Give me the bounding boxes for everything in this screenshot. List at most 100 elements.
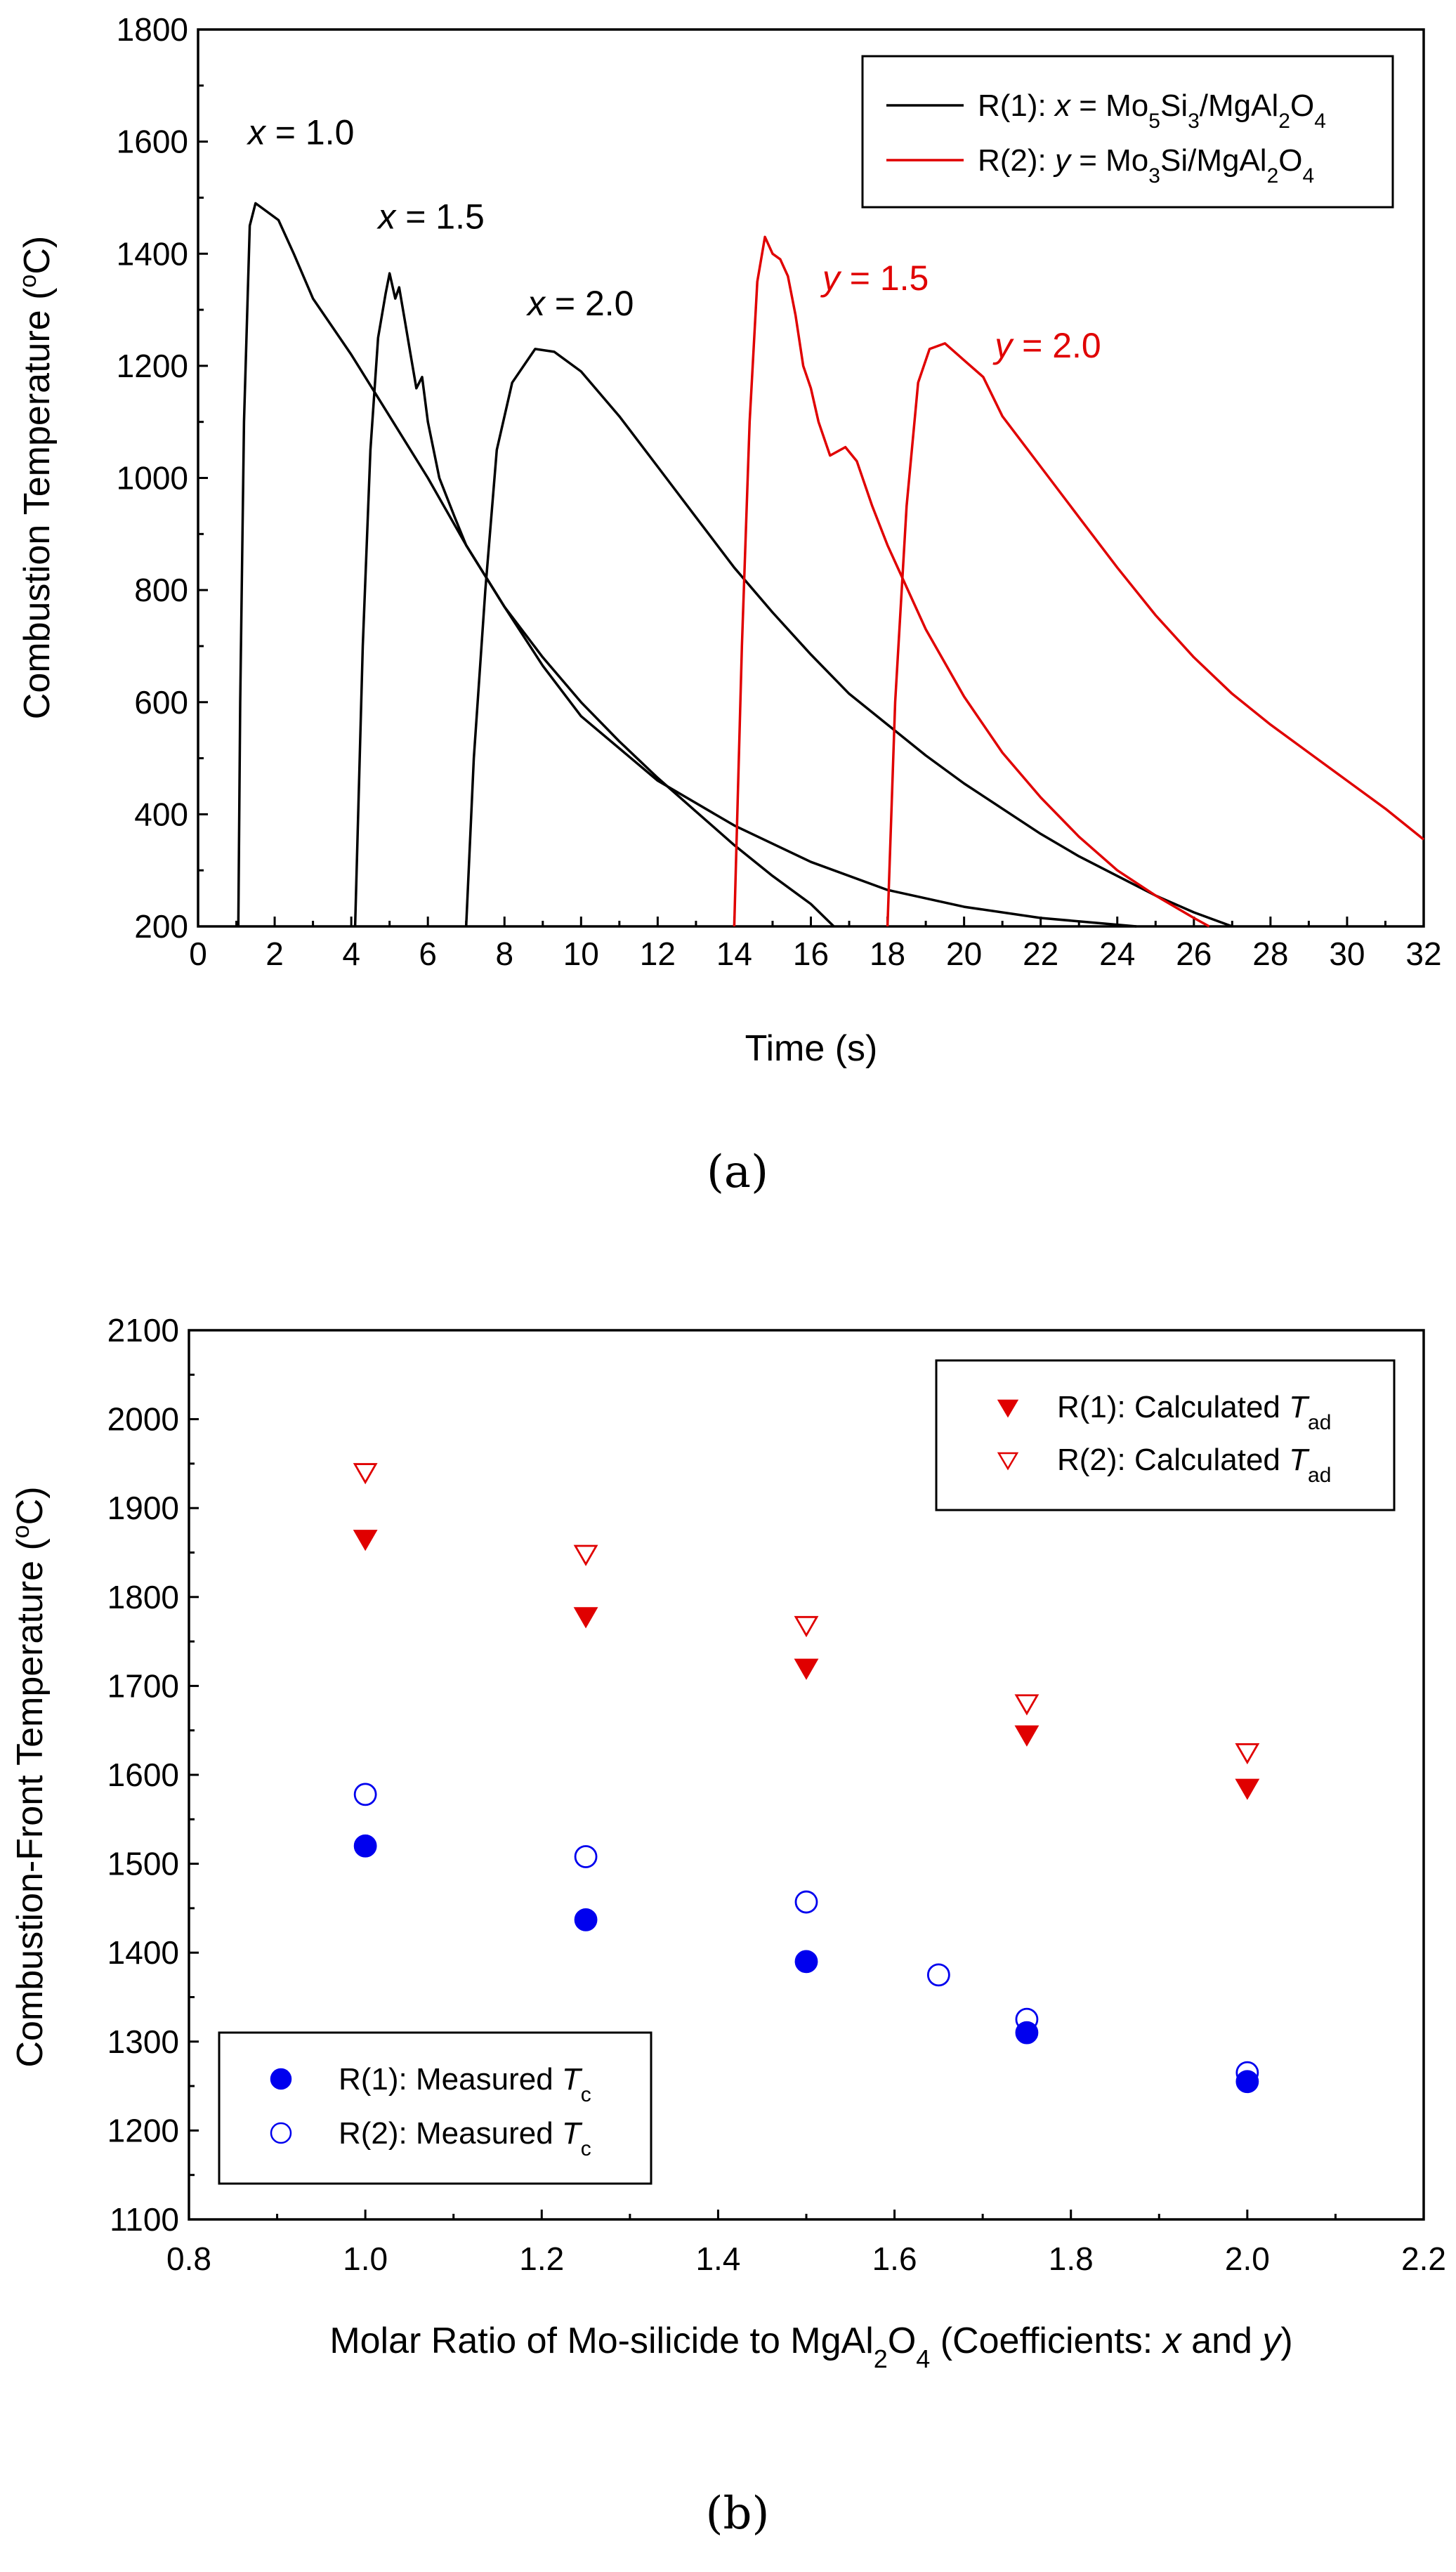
x-tick-label: 1.6 <box>872 2240 917 2277</box>
panel-a-y-axis-label: Combustion Temperature (oC) <box>15 236 58 719</box>
series-line <box>464 348 1233 928</box>
x-tick-label: 28 <box>1252 936 1288 972</box>
panel-a-legend-box <box>861 55 1394 209</box>
y-tick-label: 1900 <box>107 1490 179 1526</box>
y-tick-label: 800 <box>134 572 188 608</box>
x-tick-label: 32 <box>1405 936 1441 972</box>
y-tick-label: 1600 <box>107 1757 179 1793</box>
data-point-triangle <box>573 1544 598 1566</box>
data-point-triangle <box>353 1463 378 1485</box>
series-line <box>886 342 1425 927</box>
data-point-circle <box>794 1890 818 1914</box>
y-tick-label: 1400 <box>107 1934 179 1971</box>
data-point-triangle <box>1235 1743 1260 1765</box>
x-tick-label: 14 <box>716 936 752 972</box>
panel-b-legend-measured: R(1): Measured Tc R(2): Measured Tc <box>218 2031 652 2185</box>
x-tick-label: 2.2 <box>1401 2240 1446 2277</box>
curve-annotation: y = 2.0 <box>992 326 1101 365</box>
y-tick-label: 1200 <box>107 2112 179 2148</box>
panel-b-y-axis: 1100 1200 1300 1400 1500 1600 1700 1800 1900 2000… <box>107 1312 199 2238</box>
y-tick-label: 600 <box>134 684 188 721</box>
panel-b-caption: (b) <box>706 2488 770 2540</box>
panel-b-legend-box-bottom <box>218 2031 652 2185</box>
legend-label-r2: R(2): y = Mo3Si/MgAl2O4 <box>978 143 1314 188</box>
data-point-circle <box>574 1908 598 1931</box>
data-point-circle <box>794 1950 818 1974</box>
y-tick-label: 1400 <box>117 235 188 272</box>
panel-b-legend-calculated: R(1): Calculated Tad R(2): Calculated Ta… <box>935 1359 1396 1511</box>
legend-label-r1-measured: R(1): Measured Tc <box>339 2062 591 2106</box>
panel-a-annotations: x = 1.0 x = 1.5 x = 2.0 y = 1.5 y = 2.0 <box>247 113 1101 365</box>
legend-label-r2-measured: R(2): Measured Tc <box>339 2116 591 2160</box>
data-point-circle <box>926 1963 950 1987</box>
panel-b-points-group <box>353 1463 1260 2094</box>
x-tick-label: 18 <box>870 936 905 972</box>
y-tick-label: 1800 <box>107 1579 179 1615</box>
data-point-circle <box>1235 2070 1259 2094</box>
y-tick-label: 1600 <box>117 124 188 160</box>
x-tick-label: 4 <box>342 936 360 972</box>
x-tick-label: 26 <box>1176 936 1212 972</box>
y-tick-label: 2100 <box>107 1312 179 1349</box>
panel-a-x-axis-label: Time (s) <box>745 1028 878 1069</box>
x-tick-label: 24 <box>1099 936 1135 972</box>
panel-b-y-axis-label: Combustion-Front Temperature (oC) <box>8 1486 51 2067</box>
panel-b-legend-box-top <box>935 1359 1396 1511</box>
y-tick-label: 2000 <box>107 1401 179 1438</box>
data-point-circle <box>353 1783 377 1806</box>
x-tick-label: 0.8 <box>166 2240 211 2277</box>
y-tick-label: 200 <box>134 908 188 945</box>
legend-label-r2-calculated: R(2): Calculated Tad <box>1057 1443 1331 1487</box>
data-point-triangle <box>1014 1725 1039 1747</box>
curve-annotation: x = 1.5 <box>376 197 485 236</box>
curve-annotation: x = 2.0 <box>526 284 634 323</box>
x-tick-label: 6 <box>419 936 437 972</box>
panel-a-caption: (a) <box>707 1146 768 1198</box>
panel-a-x-axis: 0 2 4 6 8 10 12 14 16 18 20 22 24 26 28 30 32 <box>189 917 1442 972</box>
x-tick-label: 30 <box>1329 936 1365 972</box>
x-tick-label: 2.0 <box>1225 2240 1270 2277</box>
legend-marker-r2-measured <box>270 2122 292 2144</box>
y-tick-label: 1800 <box>117 11 188 48</box>
x-tick-label: 2 <box>265 936 284 972</box>
x-tick-label: 22 <box>1023 936 1058 972</box>
curve-annotation: x = 1.0 <box>247 113 355 152</box>
x-tick-label: 1.2 <box>519 2240 564 2277</box>
legend-marker-r1-calculated <box>997 1399 1019 1418</box>
x-tick-label: 1.8 <box>1049 2240 1094 2277</box>
curve-annotation: y = 1.5 <box>820 258 929 298</box>
data-point-triangle <box>353 1530 378 1551</box>
x-tick-label: 8 <box>495 936 513 972</box>
y-tick-label: 1500 <box>107 1846 179 1882</box>
data-point-triangle <box>794 1615 819 1638</box>
series-line <box>733 235 1210 928</box>
y-tick-label: 1300 <box>107 2023 179 2060</box>
series-line <box>237 202 835 928</box>
y-tick-label: 1000 <box>117 460 188 497</box>
data-point-circle <box>1235 2061 1259 2085</box>
data-point-circle <box>353 1834 377 1858</box>
data-point-triangle <box>794 1658 819 1680</box>
data-point-triangle <box>1014 1694 1039 1716</box>
legend-marker-r1-measured <box>270 2068 292 2090</box>
data-point-triangle <box>573 1607 598 1629</box>
panel-b: 0.8 1.0 1.2 1.4 1.6 1.8 2.0 2.2 1100 1200 1300 140… <box>8 1312 1446 2540</box>
panel-a: 0 2 4 6 8 10 12 14 16 18 20 22 24 26 28 30 32 2004006008… <box>15 11 1442 1198</box>
data-point-triangle <box>1235 1778 1260 1800</box>
series-line <box>353 272 1137 928</box>
data-point-circle <box>1015 2021 1039 2045</box>
panel-b-x-axis: 0.8 1.0 1.2 1.4 1.6 1.8 2.0 2.2 <box>166 2210 1446 2277</box>
panel-a-series-group <box>237 202 1425 928</box>
legend-label-r1: R(1): x = Mo5Si3/MgAl2O4 <box>978 88 1326 133</box>
x-tick-label: 0 <box>189 936 207 972</box>
legend-marker-r2-calculated <box>997 1452 1019 1471</box>
x-tick-label: 10 <box>563 936 599 972</box>
x-tick-label: 1.0 <box>343 2240 388 2277</box>
panel-b-x-axis-label: Molar Ratio of Mo-silicide to MgAl2O4 (C… <box>329 2321 1292 2373</box>
y-tick-label: 1100 <box>110 2201 179 2238</box>
x-tick-label: 20 <box>946 936 982 972</box>
data-point-circle <box>574 1845 598 1868</box>
x-tick-label: 12 <box>640 936 676 972</box>
panel-a-y-axis: 200 400 600 800 1000 1200 1400 1600 1800 <box>117 11 208 945</box>
